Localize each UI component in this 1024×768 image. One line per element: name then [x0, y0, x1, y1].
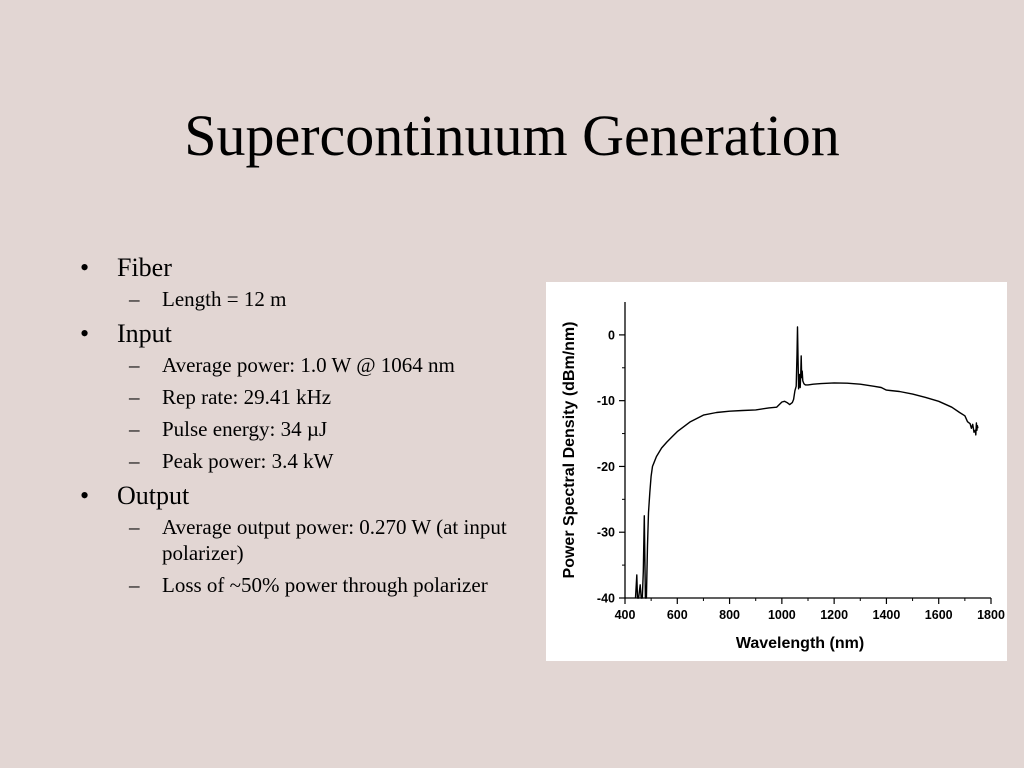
x-axis-label: Wavelength (nm) — [736, 635, 864, 652]
sub-bullet: – Loss of ~50% power through polarizer — [117, 572, 520, 598]
sub-list: – Average output power: 0.270 W (at input… — [117, 514, 520, 598]
dash: – — [129, 573, 140, 597]
bullet-dot: • — [80, 253, 90, 282]
x-tick-label: 400 — [615, 608, 636, 622]
sub-list: – Length = 12 m — [117, 286, 520, 312]
dash: – — [129, 417, 140, 441]
bullet-output: • Output – Average output power: 0.270 W … — [80, 480, 520, 598]
bullet-dot: • — [80, 319, 90, 348]
x-tick-label: 1000 — [768, 608, 796, 622]
spectrum-chart: 400 600 800 1000 1200 1400 1600 1800 0 -10 -20 -30 -… — [561, 302, 1005, 652]
dash: – — [129, 515, 140, 539]
bullet-label: Input — [117, 319, 172, 348]
y-axis-label: Power Spectral Density (dBm/nm) — [561, 322, 578, 579]
series-line — [634, 326, 979, 599]
bullet-fiber: • Fiber – Length = 12 m — [80, 252, 520, 312]
bullet-dot: • — [80, 481, 90, 510]
sub-bullet: – Rep rate: 29.41 kHz — [117, 384, 520, 410]
sub-bullet-text: Length = 12 m — [162, 287, 287, 311]
y-tick-label: -30 — [597, 526, 615, 540]
sub-bullet: – Length = 12 m — [117, 286, 520, 312]
sub-bullet-text: Average output power: 0.270 W (at input … — [162, 515, 507, 565]
sub-bullet: – Average power: 1.0 W @ 1064 nm — [117, 352, 520, 378]
sub-bullet-text: Peak power: 3.4 kW — [162, 449, 334, 473]
bullet-input: • Input – Average power: 1.0 W @ 1064 nm … — [80, 318, 520, 474]
sub-bullet: – Average output power: 0.270 W (at input… — [117, 514, 520, 566]
sub-bullet-text: Loss of ~50% power through polarizer — [162, 573, 488, 597]
bullet-label: Output — [117, 481, 190, 510]
dash: – — [129, 287, 140, 311]
x-tick-label: 1800 — [977, 608, 1005, 622]
sub-bullet: – Peak power: 3.4 kW — [117, 448, 520, 474]
x-tick-label: 600 — [667, 608, 688, 622]
x-tick-label: 1200 — [820, 608, 848, 622]
x-tick-label: 1400 — [873, 608, 901, 622]
bullet-list: • Fiber – Length = 12 m • Input – Average … — [80, 252, 520, 604]
y-tick-label: 0 — [608, 328, 615, 342]
x-tick-label: 1600 — [925, 608, 953, 622]
sub-bullet-text: Average power: 1.0 W @ 1064 nm — [162, 353, 455, 377]
y-tick-label: -10 — [597, 394, 615, 408]
y-tick-label: -40 — [597, 592, 615, 606]
dash: – — [129, 353, 140, 377]
x-tick-label: 800 — [719, 608, 740, 622]
bullet-label: Fiber — [117, 253, 172, 282]
dash: – — [129, 449, 140, 473]
y-tick-label: -20 — [597, 460, 615, 474]
sub-bullet-text: Rep rate: 29.41 kHz — [162, 385, 332, 409]
spectrum-chart-panel: 400 600 800 1000 1200 1400 1600 1800 0 -10 -20 -30 -… — [546, 282, 1007, 661]
sub-list: – Average power: 1.0 W @ 1064 nm – Rep rat… — [117, 352, 520, 474]
slide-title: Supercontinuum Generation — [184, 103, 840, 168]
sub-bullet-text: Pulse energy: 34 µJ — [162, 417, 328, 441]
dash: – — [129, 385, 140, 409]
sub-bullet: – Pulse energy: 34 µJ — [117, 416, 520, 442]
